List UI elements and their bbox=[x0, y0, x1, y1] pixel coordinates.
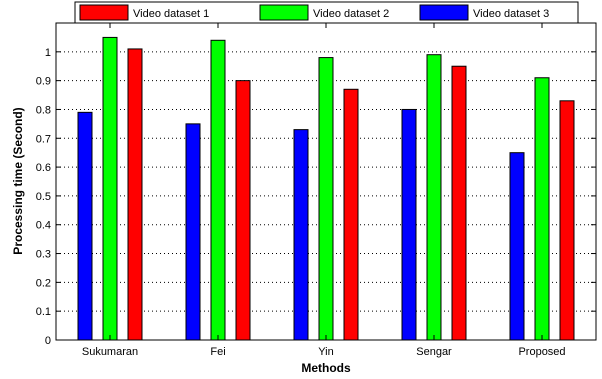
legend-label: Video dataset 3 bbox=[473, 8, 549, 20]
x-tick-label: Fei bbox=[210, 346, 225, 358]
legend-swatch bbox=[259, 4, 309, 21]
bar bbox=[343, 88, 359, 341]
bar bbox=[77, 111, 93, 341]
legend-label: Video dataset 1 bbox=[133, 8, 209, 20]
x-axis-title: Methods bbox=[301, 361, 351, 375]
bar bbox=[534, 77, 550, 341]
bar bbox=[235, 80, 251, 341]
y-axis-ticks: 0 0.1 0.2 0.3 0.4 0.5 0.6 0.7 0.8 0.9 1 bbox=[36, 47, 596, 347]
bar bbox=[102, 36, 118, 341]
x-axis-ticks: Sukumaran Fei Yin Sengar Proposed bbox=[82, 23, 566, 358]
y-tick-label: 0.1 bbox=[36, 306, 51, 318]
legend-swatch bbox=[79, 4, 129, 21]
bar bbox=[559, 100, 575, 341]
bar bbox=[210, 39, 226, 341]
y-tick-label: 0 bbox=[45, 335, 51, 347]
y-tick-label: 0.7 bbox=[36, 133, 51, 145]
bar bbox=[509, 152, 525, 341]
bar bbox=[293, 129, 309, 341]
legend-label: Video dataset 2 bbox=[313, 8, 389, 20]
x-tick-label: Yin bbox=[318, 346, 334, 358]
y-axis-title: Processing time (Second) bbox=[11, 107, 25, 254]
y-tick-label: 0.2 bbox=[36, 277, 51, 289]
y-tick-label: 0.6 bbox=[36, 162, 51, 174]
bars bbox=[77, 36, 575, 341]
y-tick-label: 0.4 bbox=[36, 220, 51, 232]
x-tick-label: Sengar bbox=[416, 346, 452, 358]
bar bbox=[401, 108, 417, 341]
y-tick-label: 0.3 bbox=[36, 249, 51, 261]
legend: Video dataset 1 Video dataset 2 Video data… bbox=[74, 1, 579, 24]
y-tick-label: 1 bbox=[45, 47, 51, 59]
x-tick-label: Proposed bbox=[518, 346, 565, 358]
bar bbox=[185, 123, 201, 341]
x-tick-label: Sukumaran bbox=[82, 346, 138, 358]
bar bbox=[426, 54, 442, 341]
bar bbox=[318, 57, 334, 341]
y-tick-label: 0.8 bbox=[36, 104, 51, 116]
y-tick-label: 0.5 bbox=[36, 191, 51, 203]
bar bbox=[451, 65, 467, 341]
y-tick-label: 0.9 bbox=[36, 76, 51, 88]
legend-swatch bbox=[419, 4, 469, 21]
bar bbox=[127, 48, 143, 341]
